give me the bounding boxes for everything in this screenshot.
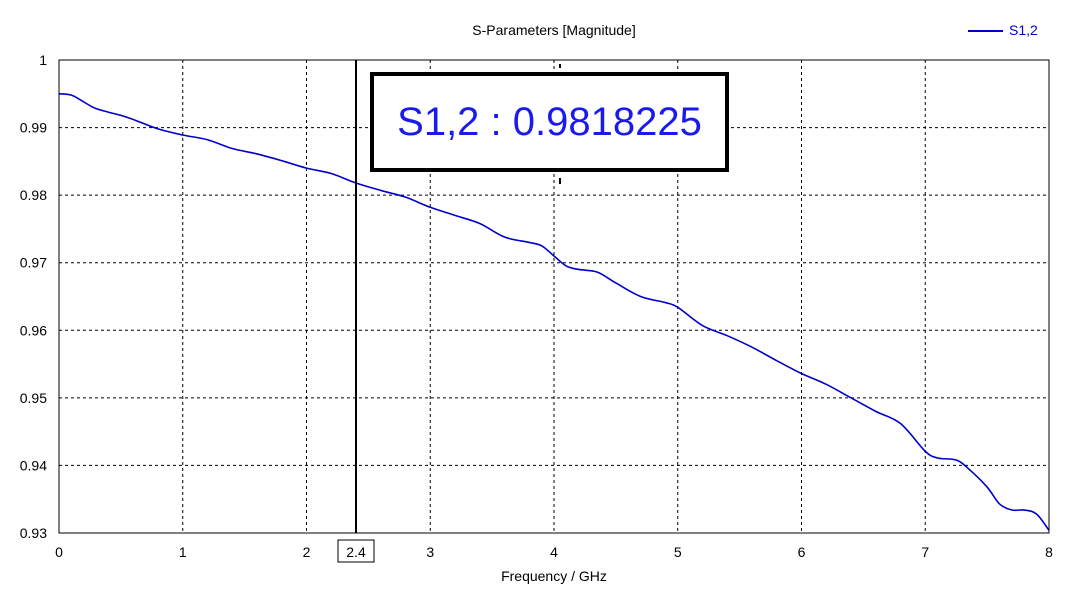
y-tick-label: 0.98 xyxy=(20,187,47,203)
marker-readout-text: S1,2 : 0.9818225 xyxy=(397,100,702,144)
chart-title: S-Parameters [Magnitude] xyxy=(472,22,635,38)
x-tick-label: 4 xyxy=(550,544,558,560)
marker-x-label: 2.4 xyxy=(346,544,366,560)
x-tick-label: 8 xyxy=(1045,544,1053,560)
plot-frame xyxy=(58,59,1050,534)
legend: S1,2 xyxy=(968,22,1038,38)
y-tick-label: 0.99 xyxy=(20,120,47,136)
x-tick-label: 6 xyxy=(798,544,806,560)
marker-x-label-box xyxy=(337,539,375,563)
x-axis-label: Frequency / GHz xyxy=(501,568,607,584)
y-tick-label: 0.94 xyxy=(20,457,47,473)
x-tick-label: 5 xyxy=(674,544,682,560)
marker-layer: 2.4 S1,2 : 0.9818225 xyxy=(337,60,729,563)
x-tick-label: 1 xyxy=(179,544,187,560)
y-tick-label: 0.97 xyxy=(20,255,47,271)
x-tick-label: 2 xyxy=(303,544,311,560)
y-tick-label: 1 xyxy=(39,52,47,68)
y-tick-label: 0.96 xyxy=(20,322,47,338)
x-tick-label: 3 xyxy=(426,544,434,560)
y-tick-label: 0.95 xyxy=(20,390,47,406)
axes: 0 1 2 3 4 5 6 7 8 1 0.99 0.98 0.97 0.96 0.95 0.94 0.93 xyxy=(20,52,1053,560)
x-tick-label: 7 xyxy=(921,544,929,560)
series-line-s12 xyxy=(58,92,1050,531)
marker-readout-box xyxy=(370,72,729,172)
series-layer xyxy=(58,92,1050,531)
legend-label-s12: S1,2 xyxy=(1009,22,1038,38)
x-tick-label: 0 xyxy=(55,544,63,560)
y-tick-label: 0.93 xyxy=(20,525,47,541)
